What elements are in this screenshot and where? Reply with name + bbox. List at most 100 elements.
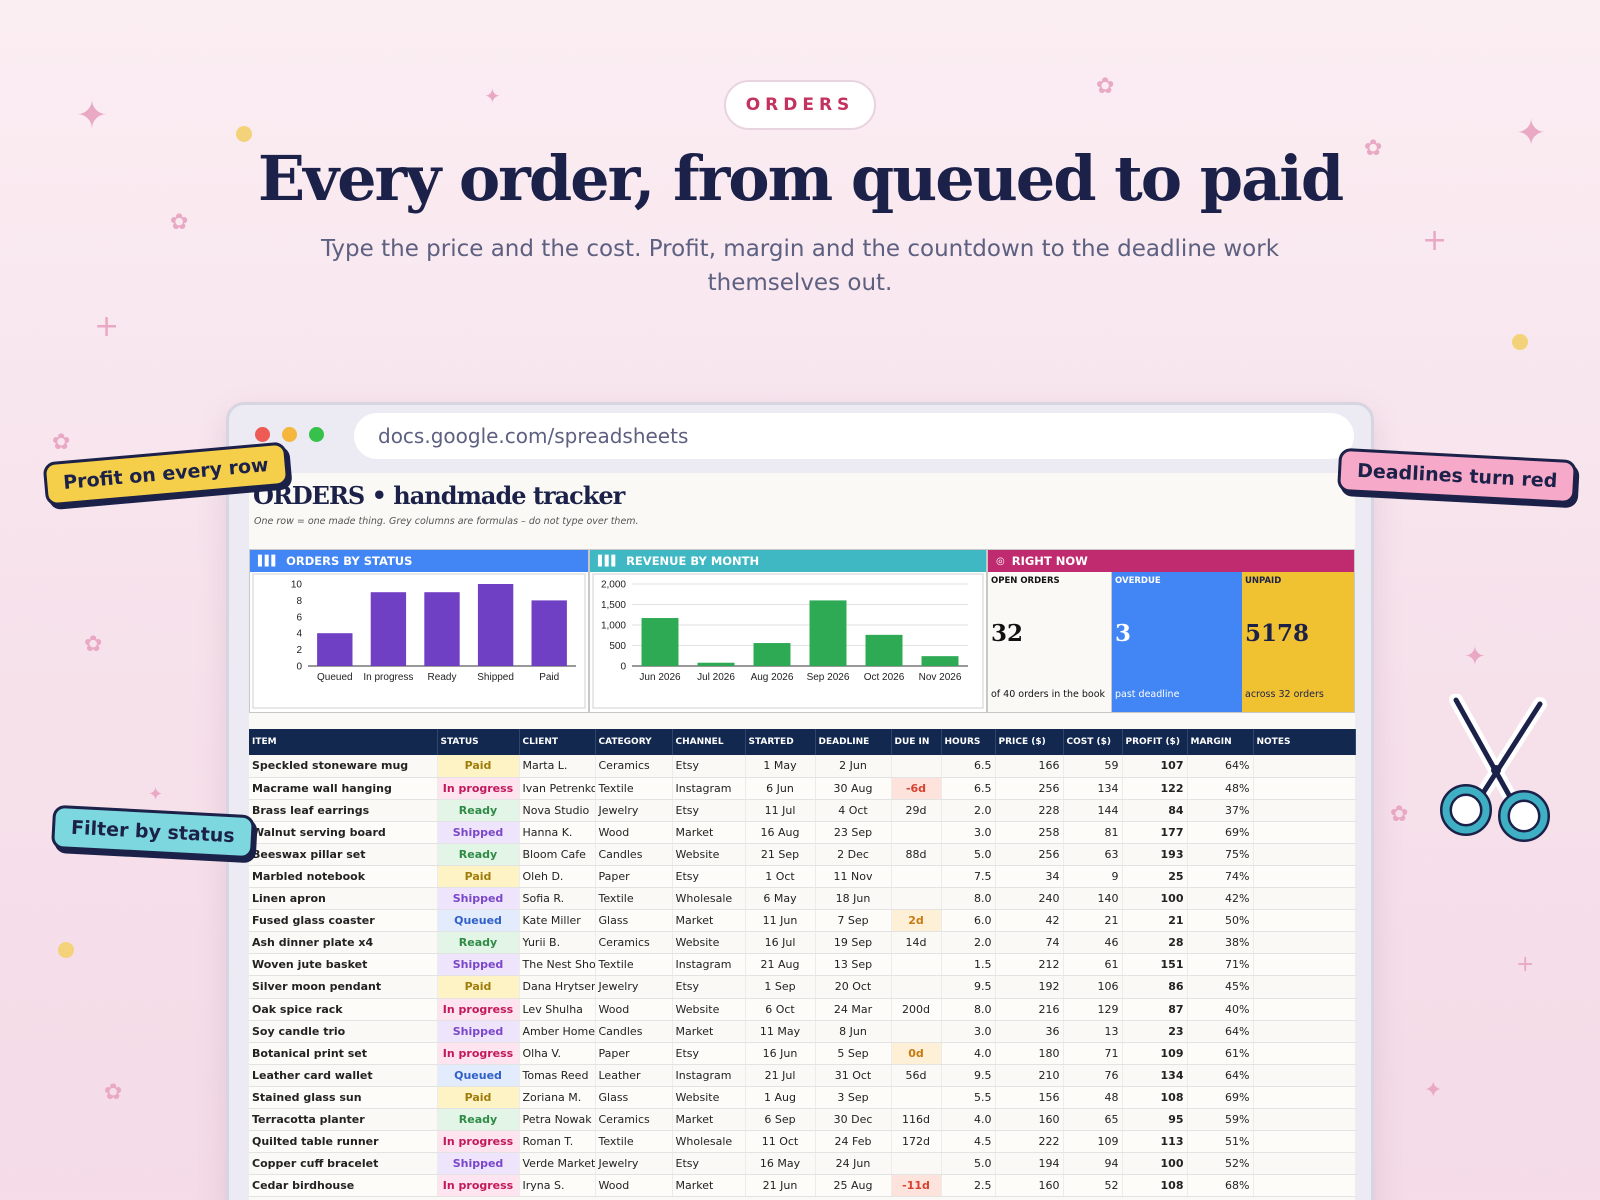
due-in-cell[interactable]: 56d — [891, 1064, 942, 1087]
column-header[interactable]: PROFIT ($) — [1122, 729, 1188, 755]
client-cell[interactable]: Dana Hrytsenko — [519, 975, 596, 999]
deadline-cell[interactable]: 24 Mar — [815, 998, 892, 1021]
notes-cell[interactable] — [1253, 865, 1356, 889]
column-header[interactable]: HOURS — [941, 729, 996, 755]
client-cell[interactable]: Zoriana M. — [519, 1086, 596, 1110]
hours-cell[interactable]: 4.0 — [941, 1108, 996, 1132]
column-header[interactable]: COST ($) — [1063, 729, 1123, 755]
client-cell[interactable]: Verde Market — [519, 1152, 596, 1176]
table-row[interactable]: Stained glass sun Paid Zoriana M. Glass Webs… — [249, 1086, 1356, 1110]
deadline-cell[interactable]: 25 Aug — [815, 1174, 892, 1198]
category-cell[interactable]: Wood — [595, 1174, 673, 1198]
hours-cell[interactable]: 8.0 — [941, 887, 996, 911]
maximize-window-button[interactable] — [309, 427, 324, 442]
notes-cell[interactable] — [1253, 953, 1356, 977]
status-cell[interactable]: Paid — [437, 865, 520, 889]
started-cell[interactable]: 16 Jul — [745, 931, 816, 955]
client-cell[interactable]: Hanna K. — [519, 821, 596, 844]
column-header[interactable]: STATUS — [437, 729, 520, 755]
profit-cell[interactable]: 21 — [1122, 909, 1188, 933]
deadline-cell[interactable]: 13 Sep — [815, 953, 892, 977]
status-cell[interactable]: In progress — [437, 1174, 520, 1198]
cost-cell[interactable]: 13 — [1063, 1020, 1123, 1043]
price-cell[interactable]: 166 — [995, 755, 1064, 778]
deadline-cell[interactable]: 5 Sep — [815, 1042, 892, 1065]
due-in-cell[interactable] — [891, 1086, 942, 1110]
notes-cell[interactable] — [1253, 975, 1356, 999]
client-cell[interactable]: Roman T. — [519, 1130, 596, 1154]
started-cell[interactable]: 16 Jun — [745, 1042, 816, 1065]
status-cell[interactable]: Shipped — [437, 1152, 520, 1176]
hours-cell[interactable]: 5.0 — [941, 843, 996, 866]
margin-cell[interactable]: 52% — [1187, 1152, 1254, 1176]
status-cell[interactable]: Shipped — [437, 953, 520, 977]
price-cell[interactable]: 156 — [995, 1086, 1064, 1110]
table-row[interactable]: Brass leaf earrings Ready Nova Studio Jewel… — [249, 799, 1356, 822]
deadline-cell[interactable]: 4 Oct — [815, 799, 892, 822]
category-cell[interactable]: Wood — [595, 821, 673, 844]
category-cell[interactable]: Paper — [595, 865, 673, 889]
item-cell[interactable]: Soy candle trio — [249, 1020, 438, 1043]
margin-cell[interactable]: 38% — [1187, 931, 1254, 955]
profit-cell[interactable]: 134 — [1122, 1064, 1188, 1087]
started-cell[interactable]: 6 May — [745, 887, 816, 911]
price-cell[interactable]: 258 — [995, 821, 1064, 844]
deadline-cell[interactable]: 19 Sep — [815, 931, 892, 955]
cost-cell[interactable]: 129 — [1063, 998, 1123, 1021]
client-cell[interactable]: Amber Home — [519, 1020, 596, 1043]
due-in-cell[interactable] — [891, 1020, 942, 1043]
column-header[interactable]: DUE IN — [891, 729, 942, 755]
item-cell[interactable]: Silver moon pendant — [249, 975, 438, 999]
item-cell[interactable]: Stained glass sun — [249, 1086, 438, 1110]
hours-cell[interactable]: 7.5 — [941, 865, 996, 889]
profit-cell[interactable]: 95 — [1122, 1108, 1188, 1132]
price-cell[interactable]: 74 — [995, 931, 1064, 955]
hours-cell[interactable]: 1.5 — [941, 953, 996, 977]
price-cell[interactable]: 36 — [995, 1020, 1064, 1043]
client-cell[interactable]: Ivan Petrenko — [519, 777, 596, 800]
item-cell[interactable]: Botanical print set — [249, 1042, 438, 1065]
channel-cell[interactable]: Etsy — [672, 975, 746, 999]
category-cell[interactable]: Textile — [595, 887, 673, 911]
due-in-cell[interactable]: 29d — [891, 799, 942, 822]
deadline-cell[interactable]: 8 Jun — [815, 1020, 892, 1043]
margin-cell[interactable]: 69% — [1187, 1086, 1254, 1110]
channel-cell[interactable]: Website — [672, 843, 746, 866]
category-cell[interactable]: Textile — [595, 777, 673, 800]
due-in-cell[interactable] — [891, 887, 942, 911]
column-header[interactable]: NOTES — [1253, 729, 1356, 755]
hours-cell[interactable]: 2.0 — [941, 799, 996, 822]
margin-cell[interactable]: 64% — [1187, 1064, 1254, 1087]
price-cell[interactable]: 240 — [995, 887, 1064, 911]
client-cell[interactable]: Petra Nowak — [519, 1108, 596, 1132]
category-cell[interactable]: Textile — [595, 953, 673, 977]
status-cell[interactable]: In progress — [437, 1130, 520, 1154]
channel-cell[interactable]: Market — [672, 821, 746, 844]
client-cell[interactable]: Sofia R. — [519, 887, 596, 911]
price-cell[interactable]: 212 — [995, 953, 1064, 977]
item-cell[interactable]: Beeswax pillar set — [249, 843, 438, 866]
category-cell[interactable]: Wood — [595, 998, 673, 1021]
table-row[interactable]: Soy candle trio Shipped Amber Home Candles M… — [249, 1020, 1356, 1043]
margin-cell[interactable]: 69% — [1187, 821, 1254, 844]
notes-cell[interactable] — [1253, 1174, 1356, 1198]
deadline-cell[interactable]: 20 Oct — [815, 975, 892, 999]
profit-cell[interactable]: 107 — [1122, 755, 1188, 778]
hours-cell[interactable]: 3.0 — [941, 1020, 996, 1043]
table-row[interactable]: Walnut serving board Shipped Hanna K. Wood M… — [249, 821, 1356, 844]
profit-cell[interactable]: 122 — [1122, 777, 1188, 800]
profit-cell[interactable]: 23 — [1122, 1020, 1188, 1043]
item-cell[interactable]: Brass leaf earrings — [249, 799, 438, 822]
channel-cell[interactable]: Website — [672, 1086, 746, 1110]
profit-cell[interactable]: 113 — [1122, 1130, 1188, 1154]
channel-cell[interactable]: Etsy — [672, 799, 746, 822]
notes-cell[interactable] — [1253, 1108, 1356, 1132]
profit-cell[interactable]: 100 — [1122, 1152, 1188, 1176]
notes-cell[interactable] — [1253, 887, 1356, 911]
price-cell[interactable]: 256 — [995, 843, 1064, 866]
column-header[interactable]: CLIENT — [519, 729, 596, 755]
client-cell[interactable]: Tomas Reed — [519, 1064, 596, 1087]
column-header[interactable]: CHANNEL — [672, 729, 746, 755]
price-cell[interactable]: 34 — [995, 865, 1064, 889]
hours-cell[interactable]: 5.0 — [941, 1152, 996, 1176]
